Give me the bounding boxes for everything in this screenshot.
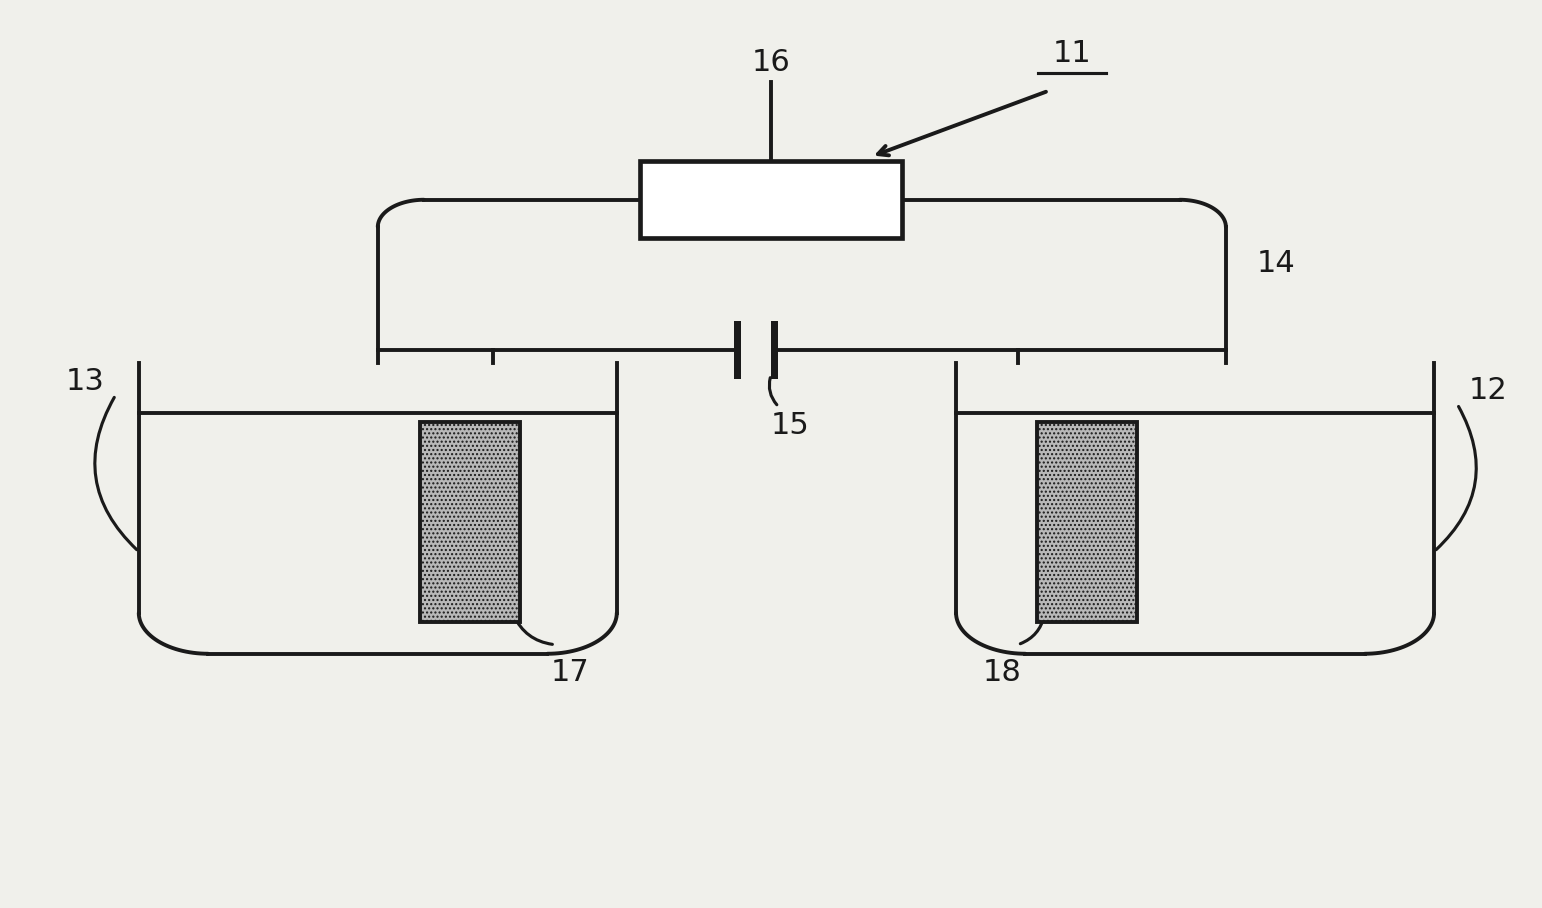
Text: 16: 16 [751, 48, 791, 77]
Text: 18: 18 [982, 658, 1022, 687]
Text: 11: 11 [1052, 39, 1092, 68]
Text: 14: 14 [1257, 249, 1295, 278]
Text: 15: 15 [771, 411, 810, 440]
Bar [419, 422, 520, 622]
Text: 17: 17 [550, 658, 591, 687]
Text: 13: 13 [65, 367, 105, 396]
Bar [640, 161, 902, 238]
Bar [1036, 422, 1136, 622]
Text: 12: 12 [1468, 376, 1508, 405]
